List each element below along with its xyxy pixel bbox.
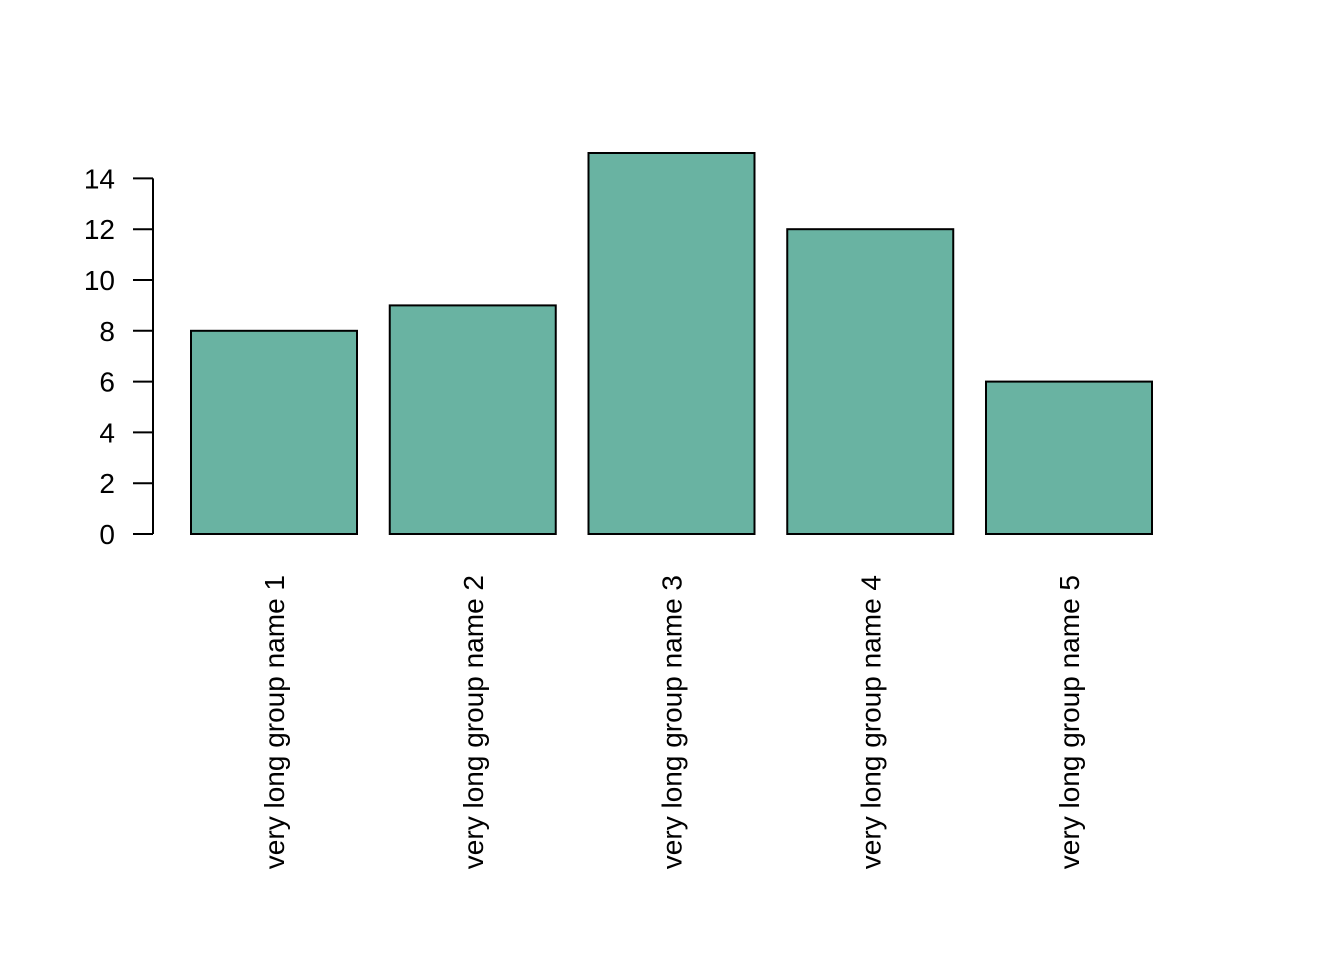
y-tick-label: 0 <box>99 519 115 550</box>
category-label: very long group name 1 <box>259 575 290 869</box>
bar <box>985 380 1153 535</box>
bar <box>388 304 557 535</box>
bar <box>786 228 955 535</box>
bar <box>587 152 756 535</box>
category-label: very long group name 4 <box>855 575 886 869</box>
y-tick-label: 8 <box>99 316 115 347</box>
y-tick-label: 6 <box>99 367 115 398</box>
bars <box>190 152 1153 535</box>
y-tick-label: 14 <box>84 163 115 194</box>
y-axis: 0 2 4 6 8 10 12 14 <box>84 163 154 550</box>
category-label: very long group name 3 <box>657 575 688 869</box>
category-label: very long group name 2 <box>458 575 489 869</box>
y-tick-label: 12 <box>84 214 115 245</box>
category-labels: very long group name 1 very long group na… <box>259 575 1085 869</box>
y-tick-label: 2 <box>99 468 115 499</box>
y-tick-label: 4 <box>99 417 115 448</box>
category-label: very long group name 5 <box>1054 575 1085 869</box>
y-tick-label: 10 <box>84 265 115 296</box>
bar <box>190 329 358 535</box>
